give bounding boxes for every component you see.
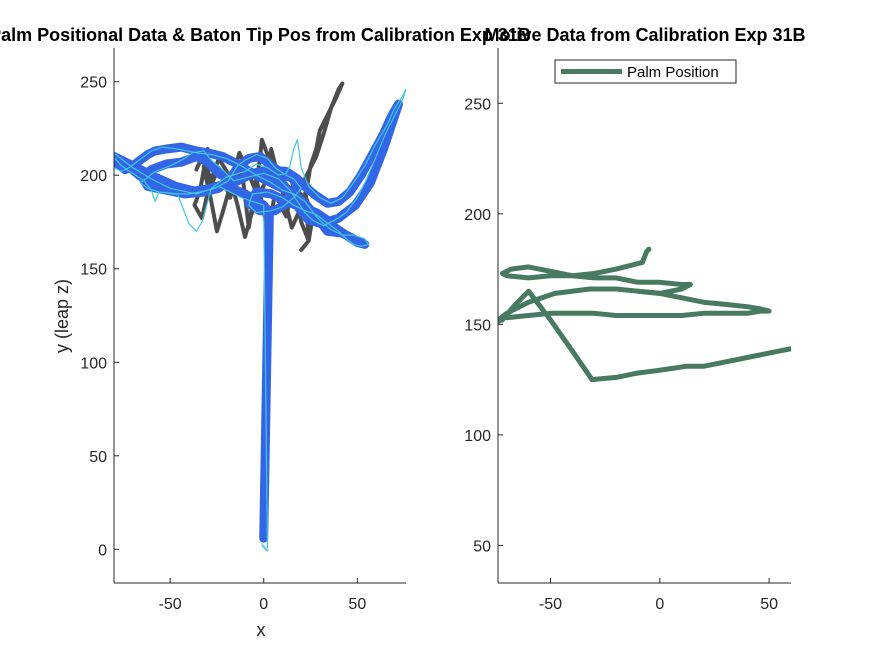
left-axes: -50 0 50 0 50 100 150 200 250 x y (leap z) xyxy=(52,48,406,640)
left-y-tick-label: 150 xyxy=(80,262,107,279)
legend-label-palm-position: Palm Position xyxy=(627,64,719,81)
legend-box xyxy=(554,59,737,84)
right-series-line-0-b xyxy=(504,288,772,321)
right-y-tick-label: 50 xyxy=(473,538,491,555)
left-series-line-2 xyxy=(114,88,406,552)
right-x-tick-label: 50 xyxy=(760,596,778,613)
left-plot-title: Palm Positional Data & Baton Tip Pos fro… xyxy=(0,25,531,45)
right-ticks: -50 0 50 50 100 150 200 250 xyxy=(464,96,778,613)
right-x-tick-label: -50 xyxy=(539,596,562,613)
left-y-tick-label: 0 xyxy=(98,542,107,559)
right-x-tick-label: 0 xyxy=(655,596,664,613)
left-x-tick-label: -50 xyxy=(159,596,182,613)
left-series-line-3 xyxy=(261,542,269,551)
right-y-tick-label: 200 xyxy=(464,207,491,224)
right-axes: -50 0 50 50 100 150 200 250 Palm Position xyxy=(464,48,791,613)
left-x-axis-title: x xyxy=(257,620,266,640)
left-y-tick-label: 50 xyxy=(89,449,107,466)
right-y-tick-label: 250 xyxy=(464,96,491,113)
left-y-tick-label: 100 xyxy=(80,355,107,372)
left-y-tick-label: 200 xyxy=(80,168,107,185)
left-x-tick-label: 0 xyxy=(259,596,268,613)
right-plot-title: Motive Data from Calibration Exp 31B xyxy=(484,25,805,45)
right-series-group xyxy=(498,246,791,383)
legend: Palm Position xyxy=(554,59,737,84)
right-y-tick-label: 100 xyxy=(464,428,491,445)
left-ticks: -50 0 50 0 50 100 150 200 250 xyxy=(80,75,366,613)
left-x-tick-label: 50 xyxy=(348,596,366,613)
right-y-tick-label: 150 xyxy=(464,317,491,334)
left-y-tick-label: 250 xyxy=(80,75,107,92)
left-y-axis-title: y (leap z) xyxy=(52,279,72,353)
left-series-group xyxy=(114,81,406,552)
